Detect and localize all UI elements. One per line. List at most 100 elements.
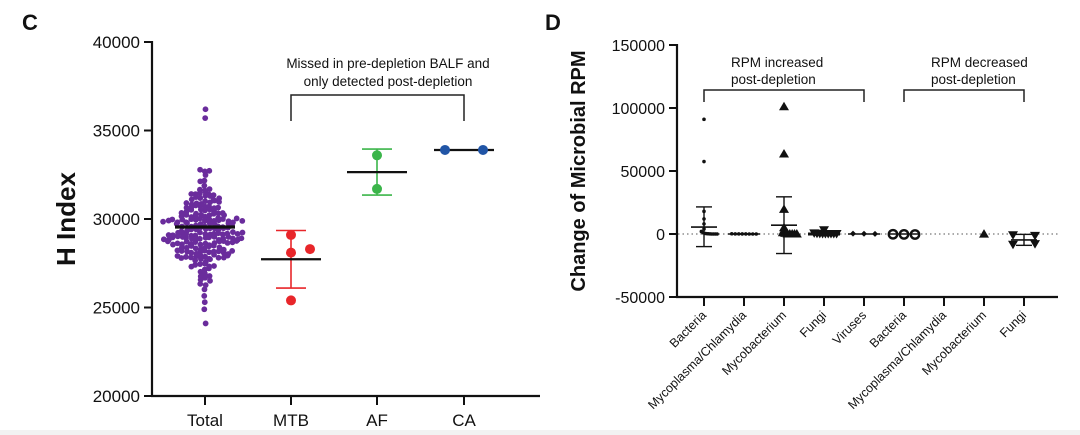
d-group-label: RPM decreased	[931, 55, 1028, 70]
c-point-total	[239, 218, 246, 224]
c-point-total	[201, 293, 208, 299]
panel-c: C H Index 20000 25000 30000 35000 40000 Tota…	[22, 10, 540, 430]
c-point-total	[215, 248, 222, 255]
c-point-total	[224, 239, 231, 246]
d-y-tick-label: 50000	[621, 164, 666, 181]
d-group-label: post-depletion	[731, 72, 816, 87]
c-point-total	[197, 268, 204, 275]
c-point-total	[207, 193, 214, 199]
c-point-total	[201, 306, 208, 313]
c-point-total	[197, 261, 203, 268]
c-point-total	[178, 228, 185, 235]
c-annotation-line-1: Missed in pre-depletion BALF and	[286, 56, 489, 71]
c-point-total	[211, 263, 217, 269]
c-point-total	[174, 247, 181, 254]
c-point-mtb	[286, 247, 296, 258]
c-point-total	[207, 277, 213, 284]
c-point-af	[372, 150, 382, 161]
c-point-total	[178, 210, 185, 216]
c-point-total	[229, 229, 236, 235]
c-point-total	[182, 254, 189, 260]
c-point-total	[202, 259, 209, 265]
c-point-total	[238, 235, 245, 242]
c-point-total	[206, 234, 212, 241]
c-point-total	[239, 229, 246, 236]
c-point-mtb	[305, 244, 315, 255]
c-point-total	[192, 245, 199, 252]
c-point-total	[216, 195, 223, 202]
c-point-total	[183, 200, 190, 206]
d-point	[979, 229, 989, 238]
c-point-total	[206, 212, 213, 219]
c-point-total	[188, 235, 195, 242]
c-point-total	[165, 217, 172, 224]
d-y-tick-label: -50000	[615, 290, 665, 307]
c-point-total	[210, 242, 217, 249]
c-point-total	[183, 204, 190, 211]
c-bracket-line	[290, 94, 465, 121]
c-y-tick-label: 20000	[93, 387, 140, 406]
c-point-total	[206, 243, 212, 250]
c-point-total	[206, 220, 213, 227]
c-point-total	[233, 238, 240, 244]
c-point-total	[201, 182, 208, 189]
c-point-total	[164, 238, 171, 245]
c-point-total	[225, 234, 232, 240]
c-point-total	[193, 210, 199, 217]
c-y-tick-label: 35000	[93, 122, 140, 141]
c-point-total	[188, 254, 194, 261]
c-point-total	[173, 220, 180, 227]
c-point-total	[198, 256, 204, 262]
d-group-label: RPM increased	[731, 55, 823, 70]
c-x-tick-label: AF	[366, 411, 388, 430]
c-point-total	[179, 234, 186, 240]
c-point-total	[201, 286, 208, 293]
c-point-ca	[440, 144, 450, 155]
d-group-label: post-depletion	[931, 72, 1016, 87]
c-point-total	[198, 211, 205, 218]
bottom-band	[0, 430, 1080, 435]
c-point-total	[188, 191, 195, 197]
c-point-total	[202, 172, 209, 178]
c-point-af	[372, 183, 382, 194]
c-point-mtb	[286, 229, 296, 240]
c-point-total	[174, 240, 181, 247]
d-point	[702, 117, 706, 122]
c-point-ca	[478, 144, 488, 155]
c-annotation-line-2: only detected post-depletion	[304, 74, 473, 89]
d-group-bracket	[703, 89, 865, 102]
c-point-total	[215, 215, 222, 221]
d-point	[779, 101, 789, 111]
d-x-tick-label: Fungi	[997, 308, 1029, 340]
d-x-tick-label: Fungi	[797, 308, 829, 340]
d-x-tick-label: Viruses	[830, 308, 869, 347]
c-point-total	[221, 212, 227, 219]
c-y-tick-label: 30000	[93, 210, 140, 229]
d-point	[702, 159, 706, 164]
c-point-total	[193, 200, 200, 207]
panel-d: D Change of Microbial RPM -50000 0 50000 10…	[545, 10, 1058, 412]
c-point-total	[184, 228, 190, 234]
d-y-axis-title: Change of Microbial RPM	[568, 50, 590, 291]
c-point-total	[197, 276, 204, 283]
c-point-total	[201, 299, 208, 306]
c-annotation-bracket	[290, 94, 465, 121]
c-point-total	[215, 210, 222, 217]
d-point	[1030, 231, 1040, 241]
d-point	[1008, 231, 1018, 240]
d-group-bracket	[903, 89, 1025, 102]
c-point-total	[206, 263, 212, 270]
c-point-total	[210, 248, 217, 255]
d-y-tick-label: 150000	[612, 38, 665, 55]
c-point-total	[197, 241, 204, 248]
c-point-total	[234, 231, 241, 237]
c-y-axis-title: H Index	[51, 172, 81, 266]
c-point-total	[202, 320, 209, 327]
c-point-total	[193, 250, 200, 257]
c-point-total	[188, 263, 195, 270]
c-point-total	[197, 166, 204, 173]
c-x-tick-label: Total	[187, 411, 223, 430]
c-point-total	[174, 253, 181, 259]
c-point-total	[197, 195, 204, 201]
